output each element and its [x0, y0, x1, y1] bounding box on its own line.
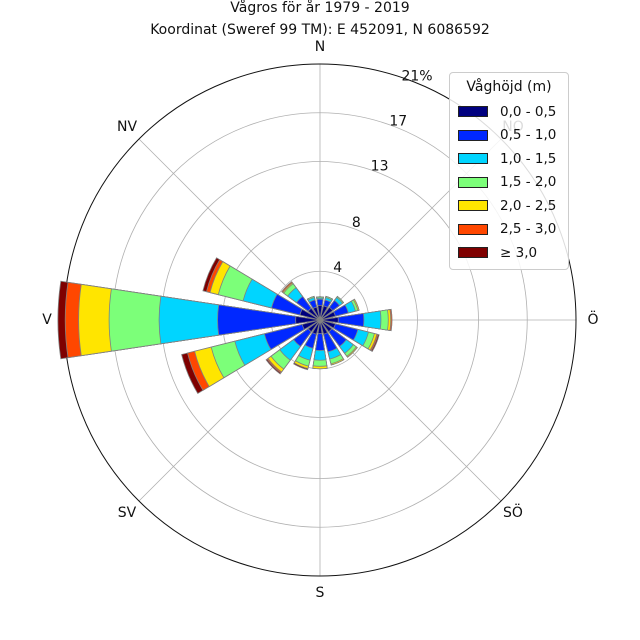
rose-bar-segment	[319, 306, 334, 321]
legend-swatch	[458, 153, 488, 165]
rose-bar-segment	[311, 319, 321, 335]
direction-label: S	[316, 585, 325, 601]
legend-label: 1,0 - 1,5	[500, 150, 557, 167]
legend-swatch	[458, 176, 488, 188]
legend-swatch	[458, 223, 488, 235]
legend-entry: 1,5 - 2,0	[458, 171, 568, 195]
legend-swatch	[458, 106, 488, 118]
radial-tick-label: 21%	[401, 69, 432, 85]
direction-label: NV	[117, 119, 137, 135]
legend-swatch	[458, 200, 488, 212]
rose-bars	[57, 257, 393, 395]
rose-bar-segment	[319, 316, 339, 324]
legend-entry: 0,0 - 0,5	[458, 100, 568, 124]
chart-title: Vågros för år 1979 - 2019	[230, 0, 409, 16]
direction-label: N	[315, 39, 325, 55]
direction-label: SÖ	[503, 503, 523, 521]
direction-label: V	[42, 312, 52, 328]
radial-tick-label: 13	[371, 159, 389, 175]
direction-label: SV	[118, 505, 137, 521]
rose-bar-segment	[317, 319, 323, 334]
legend-entry: 2,0 - 2,5	[458, 194, 568, 218]
rose-bar-segment	[319, 319, 333, 333]
rose-bar-segment	[319, 313, 365, 327]
rose-bar-segment	[299, 308, 321, 321]
legend-swatch	[458, 129, 488, 141]
radial-tick-labels: 4 8 13 17 21%	[333, 69, 432, 276]
legend-label: ≥ 3,0	[500, 244, 538, 261]
legend-entry: 1,0 - 1,5	[458, 147, 568, 171]
legend-swatch	[458, 247, 488, 259]
legend-entry: 2,5 - 3,0	[458, 218, 568, 242]
legend-label: 0,5 - 1,0	[500, 127, 557, 144]
rose-bar-segment	[319, 319, 336, 329]
rose-bar-segment	[319, 311, 336, 321]
legend-label: 2,0 - 2,5	[500, 197, 557, 214]
rose-bar-segment	[301, 319, 321, 330]
direction-label: Ö	[587, 310, 598, 328]
radial-tick-label: 17	[389, 114, 407, 130]
legend-entry: 0,5 - 1,0	[458, 124, 568, 148]
rose-bar-segment	[317, 304, 323, 321]
rose-bar-segment	[307, 319, 321, 333]
legend-label: 0,0 - 0,5	[500, 103, 557, 120]
rose-bar-segment	[319, 305, 329, 321]
rose-bar-segment	[319, 319, 329, 335]
chart-subtitle: Koordinat (Sweref 99 TM): E 452091, N 60…	[150, 22, 490, 38]
rose-bar-segment	[315, 319, 325, 351]
radial-tick-label: 8	[352, 215, 361, 231]
legend-entry: ≥ 3,0	[458, 241, 568, 265]
rose-bar-segment	[307, 307, 321, 321]
radial-tick-label: 4	[333, 260, 342, 276]
legend-label: 1,5 - 2,0	[500, 174, 557, 191]
rose-bar-segment	[295, 315, 321, 325]
rose-bar-segment	[217, 304, 321, 336]
legend-entries: 0,0 - 0,5 0,5 - 1,0 1,0 - 1,5 1,5 - 2,0 2,0 …	[450, 100, 568, 265]
legend-label: 2,5 - 3,0	[500, 221, 557, 238]
rose-bar-segment	[312, 306, 321, 321]
legend-title: Våghöjd (m)	[466, 79, 552, 95]
legend: Våghöjd (m) 0,0 - 0,5 0,5 - 1,0 1,0 - 1,5 1…	[449, 72, 569, 270]
